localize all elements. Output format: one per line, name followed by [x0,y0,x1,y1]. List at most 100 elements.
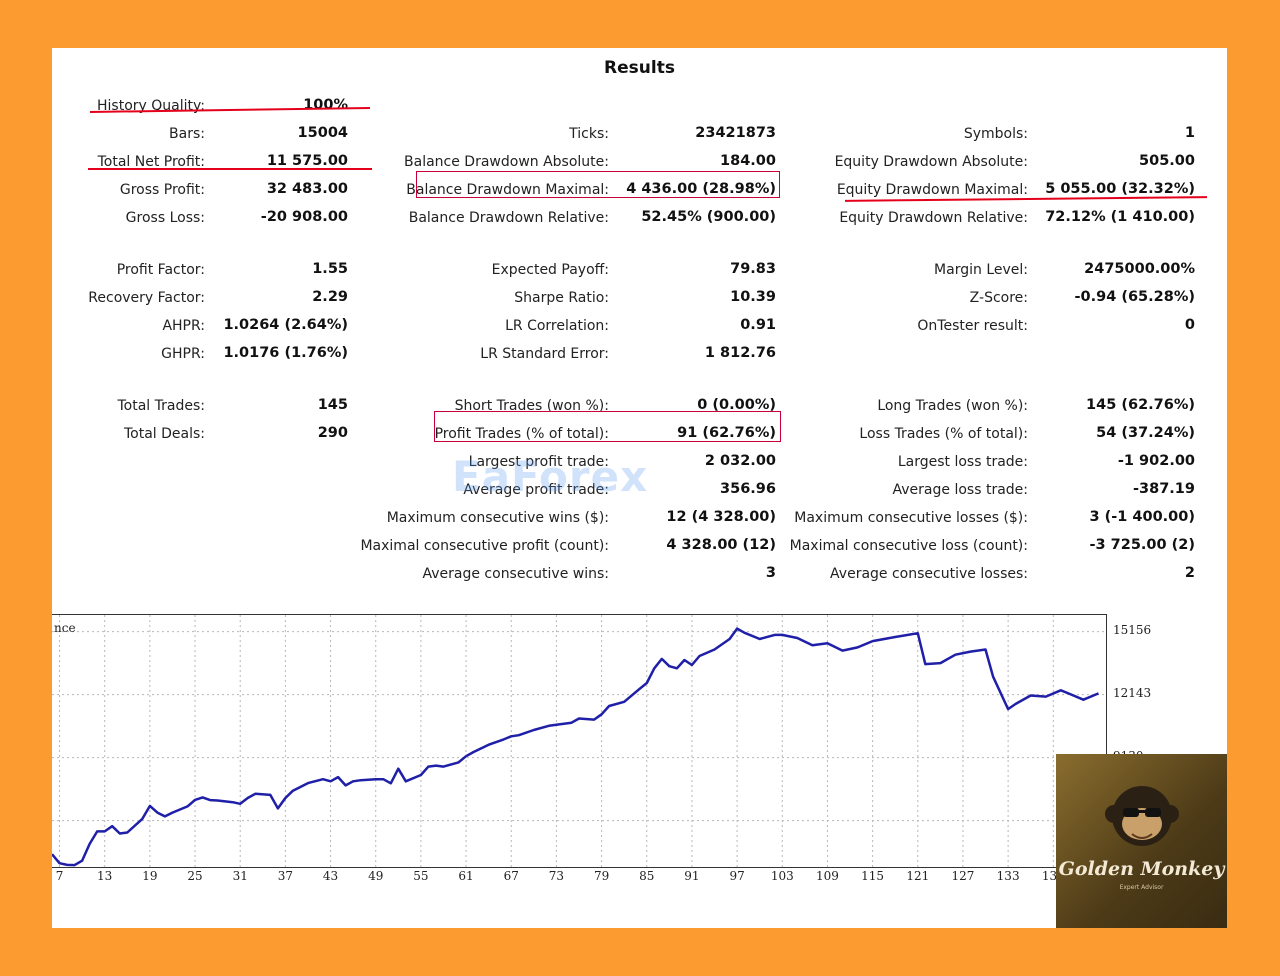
col2-value-8: 0 (0.00%) [697,397,776,413]
col1-value-5: 1.55 [312,261,348,277]
col1-label-1: Bars: [169,126,205,142]
col1-label-4: Gross Loss: [125,210,205,226]
col2-value-9: 91 (62.76%) [677,425,776,441]
col1-label-8: GHPR: [161,346,205,362]
x-tick-label: 19 [142,869,158,883]
col3-value-7: 145 (62.76%) [1086,397,1195,413]
col3-label-6: OnTester result: [917,318,1028,334]
x-tick-label: 127 [951,869,975,883]
x-tick-label: 37 [277,869,294,883]
col2-value-3: 52.45% (900.00) [641,209,776,225]
eaforex-watermark: EaForex [452,452,649,501]
col2-value-6: 0.91 [740,317,776,333]
col1-label-5: Profit Factor: [116,262,205,278]
col1-label-2: Total Net Profit: [97,154,205,170]
x-tick-label: 67 [503,869,519,883]
col3-label-5: Z-Score: [969,290,1028,306]
col3-label-7: Long Trades (won %): [877,398,1028,414]
x-tick-label: 61 [458,869,474,883]
col3-label-4: Margin Level: [934,262,1028,278]
col1-label-6: Recovery Factor: [88,290,205,306]
col2-label-5: Sharpe Ratio: [514,290,609,306]
col2-label-11: Average profit trade: [463,482,609,498]
logo-tagline: Expert Advisor [1119,884,1164,891]
x-tick-label: 31 [232,869,248,883]
col3-label-2: Equity Drawdown Maximal: [836,182,1028,198]
series-label: nce [54,621,76,635]
col3-value-5: -0.94 (65.28%) [1074,289,1196,305]
col2-label-14: Average consecutive wins: [422,566,609,582]
highlight-box-profit-trades [434,411,781,442]
col3-value-2: 5 055.00 (32.32%) [1045,181,1195,197]
col2-label-1: Balance Drawdown Absolute: [404,154,609,170]
highlight-box-balance-drawdown-maximal [416,171,780,198]
col1-value-7: 1.0264 (2.64%) [223,317,348,333]
col3-value-3: 72.12% (1 410.00) [1045,209,1195,225]
col3-label-1: Equity Drawdown Absolute: [834,154,1028,170]
col1-value-9: 145 [317,397,348,413]
col2-value-4: 79.83 [730,261,776,277]
results-panel: Results History Quality: 100% Bars: 15004 To… [52,48,1227,928]
col1-value-0: 100% [303,97,348,113]
col1-label-10: Total Deals: [123,426,205,442]
col2-label-6: LR Correlation: [505,318,609,334]
x-tick-label: 7 [55,869,64,883]
col2-value-10: 2 032.00 [704,453,776,469]
col3-label-10: Average loss trade: [892,482,1028,498]
col1-label-7: AHPR: [162,318,205,334]
col3-value-4: 2475000.00% [1084,261,1195,277]
balance-chart: nce [52,614,1107,868]
col2-label-13: Maximal consecutive profit (count): [360,538,609,554]
col1-value-4: -20 908.00 [260,209,348,225]
col2-label-12: Maximum consecutive wins ($): [386,510,609,526]
col3-value-6: 0 [1184,317,1195,333]
x-tick-label: 115 [861,869,885,883]
col2-value-5: 10.39 [730,289,776,305]
col3-value-0: 1 [1184,125,1195,141]
x-tick-label: 25 [187,869,203,883]
col3-value-11: 3 (-1 400.00) [1089,509,1195,525]
col1-value-3: 32 483.00 [266,181,348,197]
col3-value-8: 54 (37.24%) [1096,425,1195,441]
col2-value-14: 3 [765,565,776,581]
x-tick-label: 109 [815,869,839,883]
col1-value-10: 290 [317,425,348,441]
x-tick-label: 13 [97,869,113,883]
col2-label-7: LR Standard Error: [480,346,609,362]
col2-label-8: Short Trades (won %): [454,398,609,414]
y-tick-label: 12143 [1113,685,1152,700]
col2-value-0: 23421873 [695,125,776,141]
results-title: Results [604,58,675,78]
col3-label-8: Loss Trades (% of total): [859,426,1028,442]
col3-label-13: Average consecutive losses: [830,566,1028,582]
col2-label-3: Balance Drawdown Relative: [408,210,609,226]
col2-value-1: 184.00 [720,153,776,169]
x-tick-label: 121 [906,869,930,883]
col1-value-1: 15004 [297,125,348,141]
col3-label-9: Largest loss trade: [897,454,1028,470]
col2-label-0: Ticks: [569,126,609,142]
col3-value-13: 2 [1184,565,1195,581]
col1-value-8: 1.0176 (1.76%) [223,345,348,361]
col2-value-12: 12 (4 328.00) [666,509,776,525]
col2-label-2: Balance Drawdown Maximal: [406,182,609,198]
col2-value-11: 356.96 [720,481,776,497]
monkey-icon [1105,786,1179,846]
col3-label-3: Equity Drawdown Relative: [839,210,1028,226]
col3-label-0: Symbols: [963,126,1028,142]
col2-label-4: Expected Payoff: [491,262,609,278]
x-tick-label: 43 [322,869,339,883]
col3-value-12: -3 725.00 (2) [1089,537,1195,553]
col2-label-10: Largest profit trade: [468,454,609,470]
x-tick-label: 91 [684,869,700,883]
col3-value-10: -387.19 [1133,481,1195,497]
col1-label-3: Gross Profit: [119,182,205,198]
golden-monkey-logo: Golden Monkey Expert Advisor [1056,754,1227,928]
col3-value-1: 505.00 [1139,153,1195,169]
col2-value-7: 1 812.76 [704,345,776,361]
x-tick-label: 55 [413,869,429,883]
x-tick-label: 49 [368,869,384,883]
x-tick-label: 97 [729,869,745,883]
x-tick-label: 73 [548,869,565,883]
col1-value-6: 2.29 [312,289,348,305]
